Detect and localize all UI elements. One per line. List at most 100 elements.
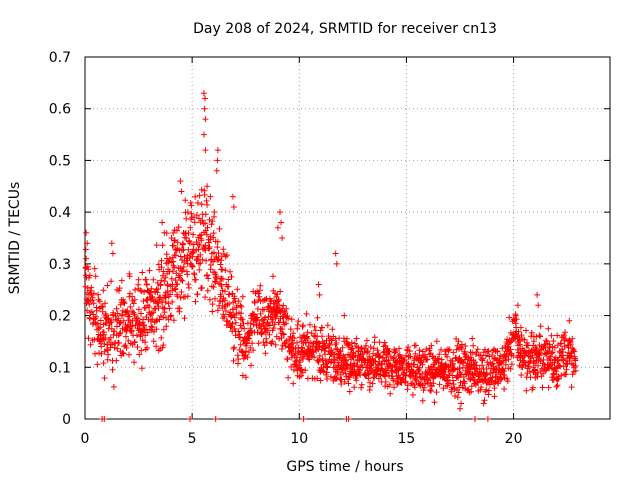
data-point	[444, 353, 451, 360]
data-point	[114, 323, 120, 330]
data-point	[187, 416, 193, 422]
data-point	[250, 347, 257, 354]
data-point	[160, 314, 167, 321]
data-point	[154, 289, 161, 296]
data-point	[285, 374, 292, 381]
data-point	[116, 330, 123, 337]
data-point	[212, 295, 218, 302]
data-point	[467, 354, 474, 361]
y-tick-label: 0	[62, 412, 71, 428]
data-point	[406, 348, 413, 355]
data-point	[87, 341, 94, 348]
data-point	[127, 290, 133, 297]
data-point	[93, 307, 100, 314]
data-point	[331, 351, 338, 358]
data-point	[554, 342, 561, 349]
data-point	[198, 201, 205, 208]
data-point	[214, 244, 221, 251]
data-point	[279, 235, 286, 241]
data-point	[85, 335, 92, 342]
data-point	[307, 321, 313, 328]
data-point	[351, 384, 358, 391]
data-point	[120, 350, 127, 357]
data-point	[111, 328, 118, 335]
data-point	[468, 388, 475, 395]
x-tick-label: 15	[398, 431, 416, 447]
data-point	[550, 338, 557, 344]
data-point	[222, 267, 229, 274]
data-point	[482, 352, 489, 359]
data-point	[212, 274, 219, 281]
data-point	[474, 346, 481, 353]
x-tick-label: 10	[290, 431, 308, 447]
data-point	[387, 390, 394, 397]
data-point	[442, 368, 449, 375]
data-point	[311, 354, 318, 361]
data-point	[204, 272, 211, 278]
data-point	[131, 296, 138, 303]
data-point	[485, 348, 492, 355]
data-point	[315, 281, 322, 288]
data-point	[254, 306, 261, 312]
data-point	[101, 416, 108, 422]
data-point	[523, 387, 530, 394]
data-point	[251, 299, 258, 306]
data-point	[230, 204, 237, 210]
data-point	[304, 329, 311, 336]
data-point	[148, 323, 155, 330]
data-point	[457, 405, 463, 412]
data-point	[147, 289, 154, 296]
data-point	[310, 349, 317, 356]
data-point	[150, 338, 157, 345]
data-point	[229, 193, 236, 200]
data-point	[279, 330, 286, 337]
data-point	[324, 376, 331, 382]
data-point	[314, 357, 321, 364]
data-point	[184, 209, 191, 216]
data-point	[560, 349, 566, 355]
data-point	[219, 276, 226, 282]
data-point	[324, 322, 331, 329]
data-point	[97, 324, 104, 331]
data-point	[333, 345, 340, 352]
data-point	[199, 217, 206, 224]
data-point	[534, 291, 541, 298]
data-point	[376, 353, 383, 360]
data-point	[84, 240, 91, 247]
data-point	[554, 332, 561, 339]
data-point	[203, 257, 210, 264]
data-point	[178, 268, 185, 275]
data-point	[102, 335, 109, 341]
data-point	[113, 357, 120, 364]
data-point	[160, 268, 167, 275]
data-point	[271, 321, 278, 328]
data-point	[348, 346, 355, 353]
data-point	[262, 296, 269, 303]
data-point	[123, 344, 130, 351]
data-point	[199, 284, 205, 291]
data-point	[257, 282, 264, 289]
data-point	[341, 378, 348, 385]
data-point	[450, 360, 456, 367]
data-point	[421, 351, 428, 358]
data-point	[555, 375, 562, 382]
data-point	[242, 348, 249, 355]
data-point	[537, 333, 544, 340]
data-point	[146, 267, 153, 274]
data-point	[116, 285, 123, 292]
data-point	[160, 342, 167, 349]
data-point	[439, 360, 445, 367]
data-point	[161, 229, 168, 236]
data-point	[166, 255, 173, 262]
data-point	[280, 331, 287, 338]
data-point	[104, 316, 110, 322]
data-point	[405, 344, 412, 350]
data-point	[202, 147, 209, 154]
data-point	[133, 332, 140, 339]
data-point	[279, 326, 286, 333]
data-point	[274, 224, 281, 231]
data-point	[290, 367, 297, 373]
data-point	[189, 253, 196, 260]
data-point	[481, 397, 488, 404]
data-point	[561, 343, 568, 350]
